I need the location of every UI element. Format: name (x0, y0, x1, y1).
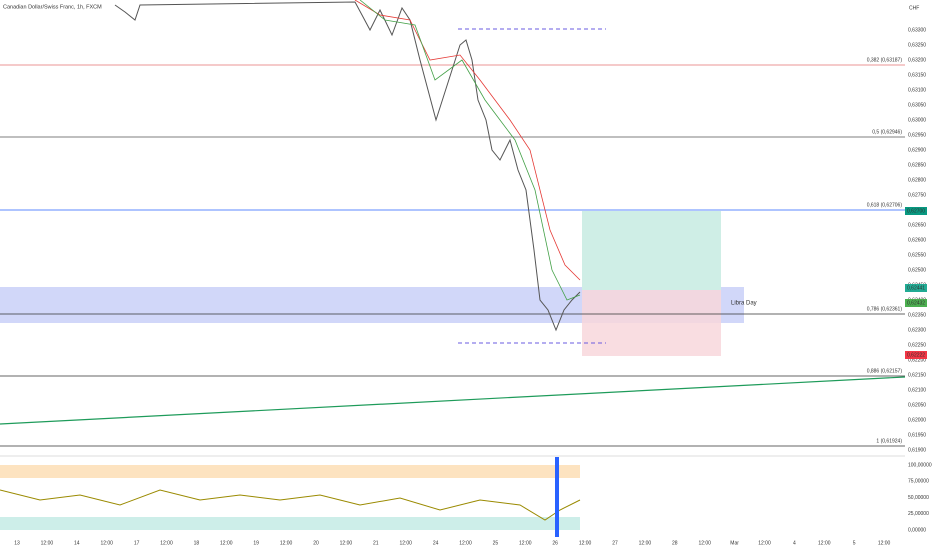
fib-label: 0,886 (0,62157) (867, 368, 903, 374)
fib-label: 0,382 (0,63187) (867, 57, 903, 63)
currency: CHF (909, 5, 919, 11)
price-label: 0,63150 (908, 72, 926, 78)
time-label: 14 (74, 540, 80, 546)
time-label: 20 (313, 540, 319, 546)
time-label: 12:00 (758, 540, 771, 546)
time-label: 12:00 (340, 540, 353, 546)
price-label: 0,62200 (908, 357, 926, 363)
time-label: 18 (194, 540, 200, 546)
oscillator-label: 0,00000 (908, 528, 926, 534)
time-label: 12:00 (100, 540, 113, 546)
price-label: 0,62100 (908, 387, 926, 393)
price-label: 0,62600 (908, 237, 926, 243)
price-label: 0,62650 (908, 222, 926, 228)
price-label: 0,62900 (908, 147, 926, 153)
price-label: 0,62000 (908, 417, 926, 423)
time-label: 17 (134, 540, 140, 546)
price-label: 0,61900 (908, 447, 926, 453)
moving-average (354, 0, 581, 281)
time-label: 25 (493, 540, 499, 546)
price-label: 0,62750 (908, 192, 926, 198)
time-label: 19 (253, 540, 259, 546)
fib-label: 0,618 (0,62706) (867, 202, 903, 208)
time-label: 12:00 (280, 540, 293, 546)
time-label: 27 (612, 540, 618, 546)
price-label: 0,62550 (908, 252, 926, 258)
time-label: 12:00 (579, 540, 592, 546)
price-label: 0,62250 (908, 342, 926, 348)
fib-label: 0,786 (0,62361) (867, 306, 903, 312)
price-label: 0,63100 (908, 87, 926, 93)
oscillator-label: 25,00000 (908, 511, 929, 517)
price-label: 0,63000 (908, 117, 926, 123)
time-label: Mar (730, 540, 739, 546)
target-zone (582, 211, 721, 290)
price-label: 0,62050 (908, 402, 926, 408)
price-label: 0,62350 (908, 312, 926, 318)
fib-label: 1 (0,61924) (876, 438, 902, 444)
time-label: 5 (853, 540, 856, 546)
time-label: 12:00 (639, 540, 652, 546)
price-label: 0,62500 (908, 267, 926, 273)
badge-label: 0,62222 (907, 352, 925, 358)
zone-label: Libra Day (731, 301, 757, 307)
price-label: 0,62300 (908, 327, 926, 333)
price-trace (114, 1, 581, 332)
time-label: 4 (793, 540, 796, 546)
time-label: 12:00 (399, 540, 412, 546)
moving-average (359, 0, 581, 301)
time-label: 13 (14, 540, 20, 546)
price-label: 0,63250 (908, 42, 926, 48)
time-label: 21 (373, 540, 379, 546)
price-label: 0,62800 (908, 177, 926, 183)
trend-line (0, 376, 906, 425)
price-label: 0,63300 (908, 27, 926, 33)
badge-label: 0,62441 (907, 285, 925, 291)
time-label: 12:00 (41, 540, 54, 546)
time-label: 26 (552, 540, 558, 546)
oscillator-label: 75,00000 (908, 479, 929, 485)
time-label: 24 (433, 540, 439, 546)
time-label: 12:00 (818, 540, 831, 546)
oscillator-line (0, 489, 581, 521)
time-label: 12:00 (220, 540, 233, 546)
badge-label: 0,62700 (907, 208, 925, 214)
time-label: 12:00 (160, 540, 173, 546)
stop-zone (582, 290, 721, 356)
oscillator-label: 50,00000 (908, 495, 929, 501)
fib-label: 0,5 (0,62946) (872, 129, 902, 135)
time-label: 12:00 (459, 540, 472, 546)
price-badge (905, 284, 927, 292)
price-label: 0,62950 (908, 132, 926, 138)
time-label: 12:00 (698, 540, 711, 546)
price-label: 0,61950 (908, 432, 926, 438)
oversold-band (0, 517, 580, 530)
price-label: 0,63200 (908, 57, 926, 63)
price-label: 0,63050 (908, 102, 926, 108)
price-badge (905, 207, 927, 215)
oscillator-label: 100,00000 (908, 462, 932, 468)
overbought-band (0, 465, 580, 478)
time-label: 12:00 (519, 540, 532, 546)
time-label: 28 (672, 540, 678, 546)
chart-title: Canadian Dollar/Swiss Franc, 1h, FXCM (3, 4, 102, 10)
badge-label: 0,62432 (907, 300, 925, 306)
price-label: 0,62850 (908, 162, 926, 168)
marker-bar (555, 457, 559, 537)
price-label: 0,62150 (908, 372, 926, 378)
price-badge (905, 299, 927, 307)
time-label: 12:00 (878, 540, 891, 546)
price-badge (905, 351, 927, 359)
